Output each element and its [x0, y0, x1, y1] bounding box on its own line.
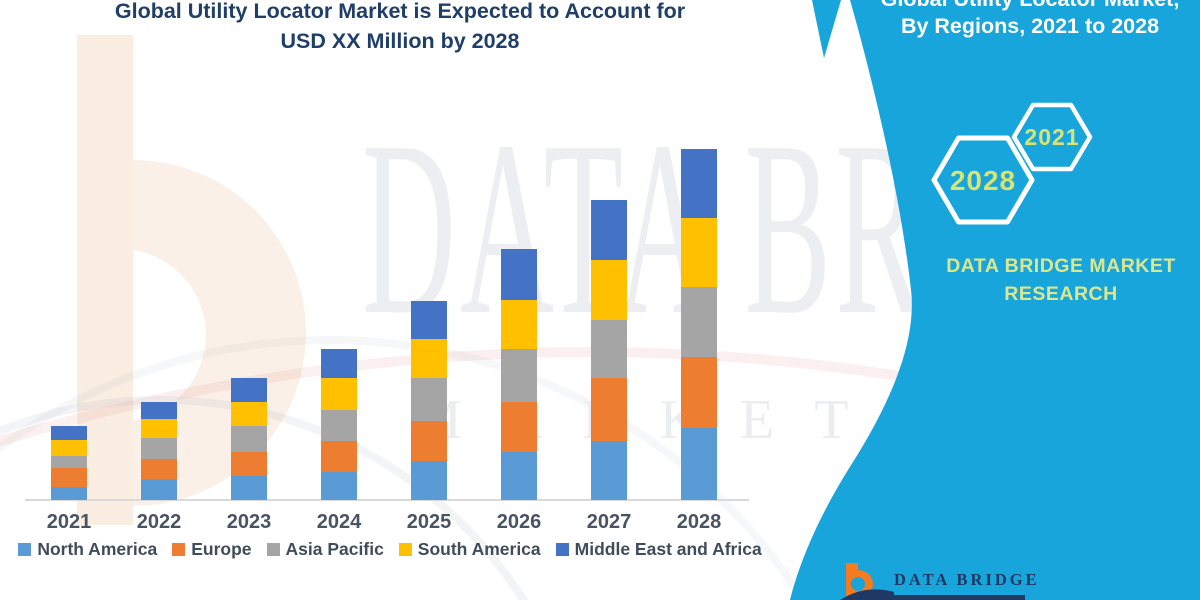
footer-logo: DATA BRIDGE [836, 558, 1196, 600]
bar-segment-2027-north-america [591, 441, 627, 500]
bar-2025 [411, 301, 447, 500]
bar-segment-2021-europe [51, 468, 87, 487]
x-axis-line [25, 499, 749, 501]
x-axis-label-2021: 2021 [46, 511, 92, 533]
legend-label: South America [417, 539, 541, 559]
legend-item-europe: Europe [172, 539, 252, 560]
bar-segment-2027-europe [591, 378, 627, 441]
x-axis-label-2028: 2028 [676, 511, 722, 533]
x-axis-label-2024: 2024 [316, 511, 362, 533]
bar-segment-2023-europe [231, 452, 267, 476]
bar-2021 [51, 426, 87, 500]
chart-title-line1: Global Utility Locator Market is Expecte… [114, 0, 686, 23]
bar-segment-2024-middle-east-and-africa [321, 349, 357, 378]
legend-item-north-america: North America [18, 539, 157, 560]
brand-name: DATA BRIDGE MARKET RESEARCH [938, 252, 1184, 308]
hexagon-2028-icon [931, 135, 1035, 225]
bar-segment-2022-asia-pacific [141, 438, 177, 459]
bar-segment-2021-south-america [51, 440, 87, 456]
bar-2026 [501, 249, 537, 500]
legend-label: Middle East and Africa [574, 539, 762, 559]
bar-segment-2021-north-america [51, 487, 87, 500]
footer-logo-text: DATA BRIDGE [894, 570, 1040, 589]
x-axis-label-2027: 2027 [586, 511, 632, 533]
bar-segment-2028-europe [681, 357, 717, 428]
panel-banner: Global Utility Locator Market, By Region… [862, 0, 1198, 40]
bar-segment-2024-asia-pacific [321, 410, 357, 441]
bar-segment-2021-middle-east-and-africa [51, 426, 87, 440]
bar-segment-2026-europe [501, 402, 537, 452]
legend-item-south-america: South America [398, 539, 541, 560]
x-axis-label-2026: 2026 [496, 511, 542, 533]
bar-segment-2024-south-america [321, 378, 357, 410]
bar-2023 [231, 378, 267, 500]
legend-item-asia-pacific: Asia Pacific [266, 539, 384, 560]
bar-segment-2025-north-america [411, 461, 447, 500]
bar-segment-2024-europe [321, 441, 357, 472]
bar-segment-2023-asia-pacific [231, 426, 267, 452]
legend-swatch-icon [398, 543, 412, 556]
bar-segment-2028-north-america [681, 428, 717, 500]
bar-segment-2026-middle-east-and-africa [501, 249, 537, 300]
bar-segment-2022-south-america [141, 419, 177, 438]
chart-title: Global Utility Locator Market is Expecte… [60, 0, 740, 56]
bar-segment-2024-north-america [321, 472, 357, 500]
bar-segment-2021-asia-pacific [51, 456, 87, 468]
bar-segment-2027-asia-pacific [591, 320, 627, 378]
legend-label: Europe [191, 539, 252, 559]
panel-banner-line1: Global Utility Locator Market, [862, 0, 1198, 13]
chart-title-line2: USD XX Million by 2028 [280, 29, 520, 53]
bar-2028 [681, 149, 717, 500]
legend-label: North America [37, 539, 158, 559]
hexagon-2021-icon [1011, 102, 1093, 172]
legend-swatch-icon [266, 543, 280, 556]
bar-segment-2026-asia-pacific [501, 349, 537, 402]
legend-label: Asia Pacific [285, 539, 384, 559]
bar-segment-2026-north-america [501, 452, 537, 500]
panel-banner-line2: By Regions, 2021 to 2028 [900, 14, 1160, 38]
brand-name-line1: DATA BRIDGE MARKET [946, 255, 1176, 277]
bar-segment-2028-asia-pacific [681, 287, 717, 357]
bar-segment-2023-south-america [231, 402, 267, 426]
legend-item-middle-east-and-africa: Middle East and Africa [555, 539, 762, 560]
bar-segment-2022-north-america [141, 479, 177, 500]
bar-segment-2027-south-america [591, 260, 627, 320]
bar-segment-2025-middle-east-and-africa [411, 301, 447, 339]
x-axis-label-2022: 2022 [136, 511, 182, 533]
bar-segment-2023-north-america [231, 476, 267, 500]
legend-swatch-icon [18, 543, 32, 556]
bar-2024 [321, 349, 357, 500]
bar-segment-2025-europe [411, 421, 447, 461]
bar-segment-2028-middle-east-and-africa [681, 149, 717, 218]
footer-logo-bar [893, 595, 1025, 600]
x-axis-label-2023: 2023 [226, 511, 272, 533]
bar-segment-2028-south-america [681, 218, 717, 287]
legend-swatch-icon [555, 543, 569, 556]
bar-segment-2022-europe [141, 459, 177, 479]
chart-legend: North America Europe Asia Pacific South Ame… [0, 539, 780, 560]
hexagon-2021-year: 2021 [1024, 124, 1079, 150]
bar-segment-2022-middle-east-and-africa [141, 402, 177, 419]
legend-swatch-icon [172, 543, 186, 556]
bar-2022 [141, 402, 177, 500]
bar-segment-2025-south-america [411, 339, 447, 378]
bar-segment-2023-middle-east-and-africa [231, 378, 267, 402]
data-bridge-logo-icon [840, 563, 894, 600]
bar-2027 [591, 200, 627, 500]
bar-segment-2026-south-america [501, 300, 537, 349]
brand-name-line2: RESEARCH [1004, 283, 1118, 305]
bar-segment-2027-middle-east-and-africa [591, 200, 627, 260]
bar-segment-2025-asia-pacific [411, 378, 447, 421]
hexagon-2028-year: 2028 [950, 165, 1016, 196]
x-axis-label-2025: 2025 [406, 511, 452, 533]
